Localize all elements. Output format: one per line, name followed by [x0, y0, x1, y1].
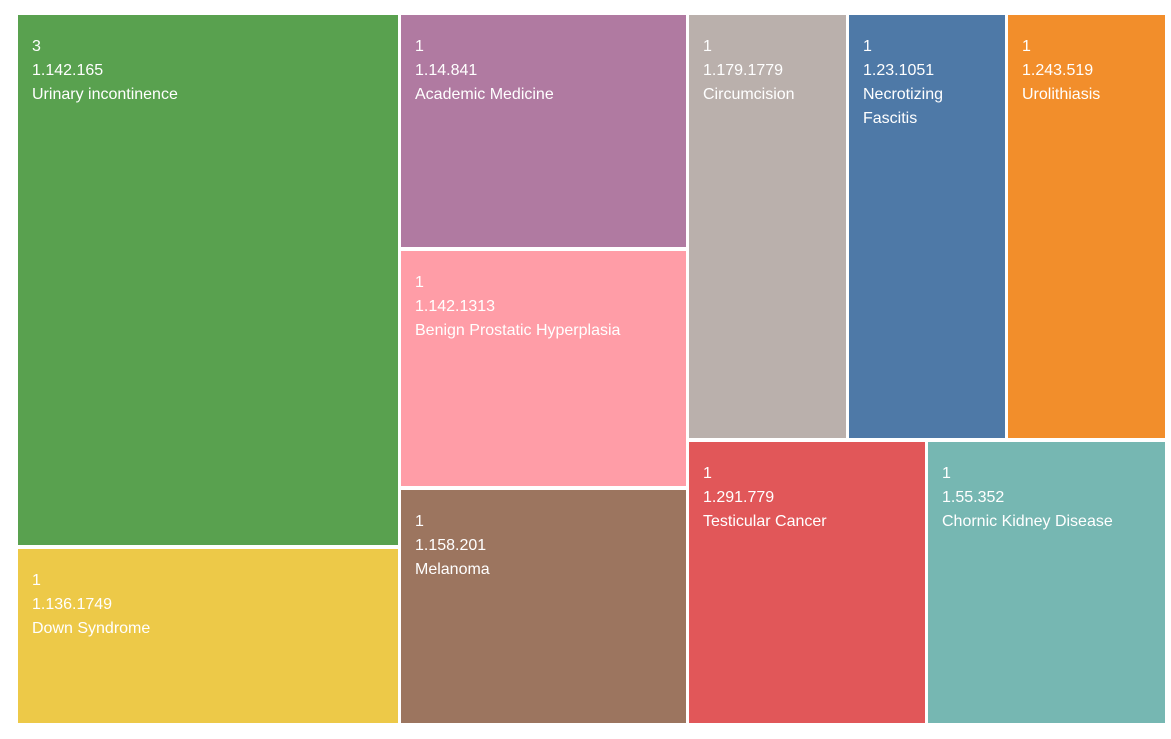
treemap-tile: 1 1.243.519 Urolithiasis: [1008, 15, 1165, 438]
tile-code: 1.14.841: [415, 62, 478, 79]
treemap-tile: 1 1.55.352 Chornic Kidney Disease: [928, 442, 1165, 723]
treemap-tile: 1 1.142.1313 Benign Prostatic Hyperplasia: [401, 251, 686, 486]
tile-label: Down Syndrome: [32, 620, 151, 637]
tile-count: 1: [1022, 38, 1031, 55]
tile-count: 1: [942, 465, 951, 482]
tile-count: 1: [863, 38, 872, 55]
tile-count: 1: [415, 38, 424, 55]
tile-code: 1.136.1749: [32, 596, 113, 613]
tile-count: 1: [32, 572, 41, 589]
treemap-tile: 1 1.136.1749 Down Syndrome: [18, 549, 398, 723]
tile-code: 1.55.352: [942, 489, 1005, 506]
treemap-tile: 1 1.291.779 Testicular Cancer: [689, 442, 925, 723]
tile-count: 1: [703, 38, 712, 55]
tile-label: Urolithiasis: [1022, 86, 1101, 103]
tile-count: 1: [415, 513, 424, 530]
tile-label: Testicular Cancer: [703, 513, 827, 530]
treemap-tile: 3 1.142.165 Urinary incontinence: [18, 15, 398, 545]
tile-code: 1.142.165: [32, 62, 104, 79]
tile-label: Academic Medicine: [415, 86, 554, 103]
treemap-tile: 1 1.23.1051 Necrotizing Fascitis: [849, 15, 1005, 438]
tile-code: 1.23.1051: [863, 62, 935, 79]
tile-code: 1.142.1313: [415, 298, 496, 315]
tile-count: 3: [32, 38, 41, 55]
tile-code: 1.243.519: [1022, 62, 1094, 79]
tile-code: 1.291.779: [703, 489, 775, 506]
tile-code: 1.158.201: [415, 537, 487, 554]
treemap-tile: 1 1.14.841 Academic Medicine: [401, 15, 686, 247]
tile-label: Necrotizing Fascitis: [863, 86, 944, 127]
tile-label: Urinary incontinence: [32, 86, 178, 103]
tile-label: Melanoma: [415, 561, 490, 578]
tile-count: 1: [703, 465, 712, 482]
treemap-tile: 1 1.179.1779 Circumcision: [689, 15, 846, 438]
tile-label: Circumcision: [703, 86, 795, 103]
tile-count: 1: [415, 274, 424, 291]
tile-label: Benign Prostatic Hyperplasia: [415, 322, 621, 339]
tile-label: Chornic Kidney Disease: [942, 513, 1113, 530]
treemap-tile: 1 1.158.201 Melanoma: [401, 490, 686, 723]
tile-code: 1.179.1779: [703, 62, 784, 79]
